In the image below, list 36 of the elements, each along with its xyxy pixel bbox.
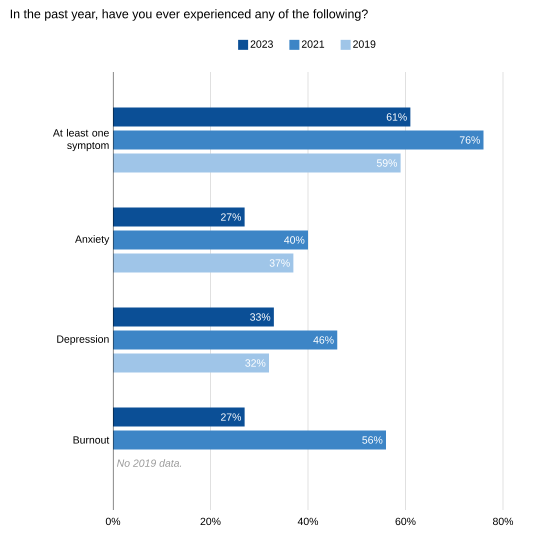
data-label: 76% [460, 136, 480, 144]
data-label: 40% [284, 236, 304, 244]
x-tick-label: 80% [492, 518, 514, 526]
data-label: 27% [221, 213, 242, 221]
y-tick-label: Depression [57, 335, 109, 345]
legend-label: 2023 [250, 40, 273, 48]
x-tick-label: 60% [396, 518, 416, 526]
bar [113, 154, 401, 172]
bar [113, 408, 245, 427]
bar [113, 308, 274, 327]
x-tick-label: 0% [106, 518, 120, 526]
legend-label: 2021 [302, 40, 324, 48]
chart-title: In the past year, have you ever experienced any of the following? [10, 9, 368, 21]
bar [113, 254, 294, 273]
data-label: 33% [250, 313, 270, 321]
y-tick-label: Burnout [74, 436, 110, 444]
bar [113, 130, 484, 150]
x-tick-label: 40% [298, 518, 318, 526]
y-tick-label: Anxiety [75, 235, 110, 245]
x-tick-label: 20% [200, 518, 221, 526]
legend-label: 2019 [353, 40, 376, 48]
data-label: 61% [386, 113, 407, 121]
bar [113, 330, 338, 350]
data-label: 56% [362, 436, 382, 444]
bar [113, 430, 386, 450]
data-label: 37% [270, 259, 290, 267]
bar [113, 208, 245, 226]
annotation: No 2019 data. [117, 459, 182, 467]
bar [113, 354, 269, 373]
bar [113, 108, 410, 126]
y-tick-label: At least one symptom [52, 128, 109, 152]
data-label: 59% [376, 159, 398, 167]
data-label: 46% [313, 336, 334, 344]
data-label: 32% [245, 359, 266, 367]
bar [113, 230, 308, 250]
data-label: 27% [221, 413, 242, 421]
